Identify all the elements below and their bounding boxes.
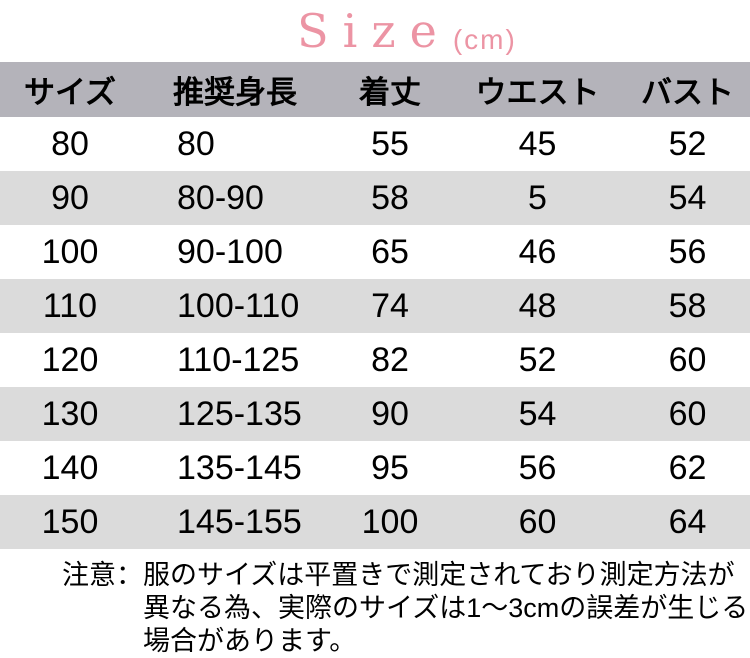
table-cell: 100-110 (177, 286, 300, 325)
table-row: 90 80-90 58 5 54 (0, 171, 750, 225)
table-cell: 48 (518, 286, 557, 325)
table-cell: 90 (51, 178, 89, 217)
table-cell: 52 (668, 124, 707, 163)
table-cell: 110-125 (177, 340, 300, 379)
column-header-recommended-height: 推奨身長 (173, 75, 297, 110)
size-chart-table: サイズ 推奨身長 着丈 ウエスト バスト 80 80 55 45 52 90 80-90 58… (0, 62, 750, 549)
table-cell: 100 (41, 232, 99, 271)
table-cell: 110 (42, 286, 98, 325)
table-cell: 58 (371, 178, 409, 217)
table-cell: 62 (668, 448, 707, 487)
column-header-bust: バスト (641, 75, 734, 110)
table-cell: 90 (371, 394, 409, 433)
table-cell: 46 (518, 232, 557, 271)
note-line: 異なる為、実際のサイズは1〜3cmの誤差が生じる (143, 593, 749, 623)
table-cell: 58 (668, 286, 707, 325)
table-row: 80 80 55 45 52 (0, 117, 750, 171)
table-cell: 130 (41, 394, 99, 433)
table-row: 140 135-145 95 56 62 (0, 441, 750, 495)
table-cell: 45 (518, 124, 557, 163)
table-cell: 74 (371, 286, 409, 325)
table-row: 100 90-100 65 46 56 (0, 225, 750, 279)
title-text: Size (297, 4, 451, 58)
table-body: 80 80 55 45 52 90 80-90 58 5 54 100 90-100 65 46 56 110… (0, 117, 750, 549)
table-cell: 95 (371, 448, 409, 487)
table-cell: 80 (177, 124, 215, 163)
table-cell: 145-155 (177, 502, 302, 541)
table-row: 120 110-125 82 52 60 (0, 333, 750, 387)
table-cell: 150 (41, 502, 99, 541)
table-cell: 60 (668, 340, 707, 379)
table-cell: 90-100 (177, 232, 283, 271)
table-header-row: サイズ 推奨身長 着丈 ウエスト バスト (0, 62, 750, 117)
table-cell: 120 (41, 340, 99, 379)
table-cell: 65 (371, 232, 409, 271)
table-cell: 125-135 (177, 394, 302, 433)
note-line: 場合があります。 (143, 626, 357, 656)
table-cell: 60 (668, 394, 707, 433)
table-cell: 52 (518, 340, 557, 379)
table-cell: 54 (668, 178, 707, 217)
table-cell: 5 (528, 178, 547, 217)
table-row: 150 145-155 100 60 64 (0, 495, 750, 549)
table-cell: 56 (518, 448, 557, 487)
note-text: 服のサイズは平置きで測定されており測定方法が 異なる為、実際のサイズは1〜3cm… (143, 559, 748, 658)
column-header-waist: ウエスト (475, 75, 600, 110)
table-cell: 82 (371, 340, 409, 379)
column-header-size: サイズ (23, 75, 117, 110)
table-cell: 100 (361, 502, 419, 541)
note-label: 注意： (62, 560, 143, 590)
table-cell: 64 (668, 502, 707, 541)
table-cell: 54 (518, 394, 557, 433)
table-cell: 56 (668, 232, 707, 271)
title-unit: (cm) (452, 24, 517, 55)
table-cell: 140 (41, 448, 99, 487)
note-line: 服のサイズは平置きで測定されており測定方法が (143, 560, 735, 590)
table-cell: 135-145 (177, 448, 302, 487)
page-title: Size (cm) (0, 0, 750, 62)
table-cell: 80 (51, 124, 89, 163)
table-cell: 80-90 (177, 178, 264, 217)
table-cell: 55 (371, 124, 409, 163)
measurement-note: 注意： 服のサイズは平置きで測定されており測定方法が 異なる為、実際のサイズは1… (0, 559, 750, 658)
table-cell: 60 (518, 502, 557, 541)
table-row: 110 100-110 74 48 58 (0, 279, 750, 333)
column-header-length: 着丈 (359, 75, 421, 110)
table-row: 130 125-135 90 54 60 (0, 387, 750, 441)
